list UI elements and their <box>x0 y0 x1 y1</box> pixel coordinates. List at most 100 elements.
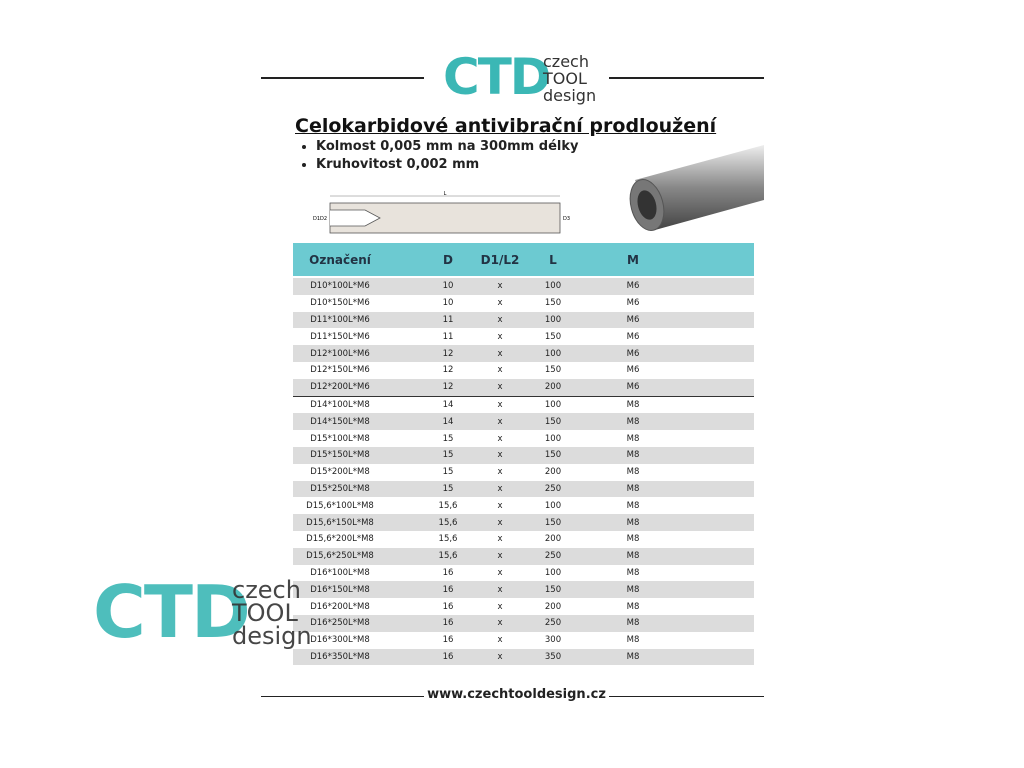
table-cell: x <box>497 382 503 393</box>
table-row: D11*100L*M6 11 x 100 M6 <box>293 311 754 329</box>
table-row: D16*150L*M8 16 x 150 M8 <box>293 581 754 599</box>
table-cell: 15,6 <box>438 500 458 511</box>
table-cell: x <box>497 298 503 309</box>
table-row: D14*100L*M8 14 x 100 M8 <box>293 395 754 414</box>
table-cell: x <box>497 314 503 325</box>
table-cell: 12 <box>442 348 454 359</box>
table-cell: D11*100L*M6 <box>310 314 370 325</box>
watermark-mark: CTD <box>93 570 251 654</box>
table-cell: M8 <box>626 567 640 578</box>
table-cell: x <box>497 618 503 629</box>
table-cell: M8 <box>626 534 640 545</box>
table-cell: 200 <box>544 382 562 393</box>
technical-drawing: L D1 D2 D3 <box>313 191 570 234</box>
table-row: D12*200L*M6 12 x 200 M6 <box>293 378 754 396</box>
table-row: D12*100L*M6 12 x 100 M6 <box>293 345 754 362</box>
table-cell: 16 <box>442 601 454 612</box>
bullet: Kruhovitost 0,002 mm <box>316 156 578 174</box>
table-cell: 11 <box>442 314 454 325</box>
table-cell: D15*200L*M8 <box>310 467 370 478</box>
table-cell: x <box>497 584 503 595</box>
table-cell: x <box>497 365 503 376</box>
table-cell: 100 <box>544 281 562 292</box>
table-cell: x <box>497 483 503 494</box>
table-row: D16*200L*M8 16 x 200 M8 <box>293 598 754 615</box>
table-cell: 150 <box>544 365 562 376</box>
table-cell: D14*150L*M8 <box>310 416 370 427</box>
table-row: D16*300L*M8 16 x 300 M8 <box>293 632 754 649</box>
table-cell: x <box>497 635 503 646</box>
table-cell: x <box>497 433 503 444</box>
watermark-text: czech <box>232 576 301 604</box>
table-cell: x <box>497 601 503 612</box>
table-cell: M8 <box>626 467 640 478</box>
table-cell: 15 <box>442 450 454 461</box>
table-row: D15*150L*M8 15 x 150 M8 <box>293 446 754 464</box>
footer-url: www.czechtooldesign.cz <box>427 687 606 702</box>
rule <box>609 696 764 697</box>
table-cell: 14 <box>442 399 454 410</box>
table-cell: D15*250L*M8 <box>310 483 370 494</box>
table-cell: 100 <box>544 348 562 359</box>
table: Označení D D1/L2 L M D10*100L*M6 10 x 100 M6 D10*1… <box>293 243 754 666</box>
table-cell: 16 <box>442 584 454 595</box>
table-cell: D12*100L*M6 <box>310 348 370 359</box>
table-cell: x <box>497 416 503 427</box>
table-cell: 150 <box>544 331 562 342</box>
table-cell: M8 <box>626 601 640 612</box>
table-cell: M6 <box>626 348 640 359</box>
table-cell: D11*150L*M6 <box>310 331 370 342</box>
table-cell: x <box>497 467 503 478</box>
watermark-text: TOOL <box>232 599 298 627</box>
table-cell: D16*250L*M8 <box>310 618 370 629</box>
table-cell: x <box>497 567 503 578</box>
table-cell: D15*150L*M8 <box>310 450 370 461</box>
table-cell: M8 <box>626 500 640 511</box>
table-cell: M8 <box>626 517 640 528</box>
table-cell: 12 <box>442 382 454 393</box>
table-cell: 100 <box>544 433 562 444</box>
rule <box>609 77 764 79</box>
table-cell: 16 <box>442 635 454 646</box>
table-cell: 200 <box>544 467 562 478</box>
table-cell: 100 <box>544 500 562 511</box>
table-cell: x <box>497 399 503 410</box>
table-cell: D16*200L*M8 <box>310 601 370 612</box>
table-cell: 200 <box>544 601 562 612</box>
table-cell: M8 <box>626 584 640 595</box>
table-cell: x <box>497 500 503 511</box>
table-cell: D12*150L*M6 <box>310 365 370 376</box>
table-cell: 350 <box>544 651 562 662</box>
table-cell: 300 <box>544 635 562 646</box>
logo-mark: CTD <box>443 48 551 106</box>
table-cell: 10 <box>442 281 454 292</box>
table-row: D15*100L*M8 15 x 100 M8 <box>293 430 754 447</box>
table-cell: 150 <box>544 416 562 427</box>
logo-text: design <box>543 86 597 105</box>
table-cell: D16*350L*M8 <box>310 651 370 662</box>
title: Celokarbidové antivibrační prodloužení <box>295 115 717 137</box>
table-row: D16*250L*M8 16 x 250 M8 <box>293 614 754 632</box>
table-cell: x <box>497 534 503 545</box>
logo-text: czech <box>543 52 589 71</box>
table-cell: 15 <box>442 483 454 494</box>
drawing-label: D3 <box>563 216 570 222</box>
product-image <box>629 145 764 231</box>
table-cell: M8 <box>626 450 640 461</box>
table-cell: x <box>497 281 503 292</box>
table-cell: M6 <box>626 331 640 342</box>
table-cell: M8 <box>626 416 640 427</box>
table-row: D12*150L*M6 12 x 150 M6 <box>293 362 754 379</box>
table-cell: D15,6*250L*M8 <box>306 551 374 562</box>
table-cell: 100 <box>544 314 562 325</box>
table-row: D15,6*250L*M8 15,6 x 250 M8 <box>293 547 754 565</box>
table-cell: 12 <box>442 365 454 376</box>
table-cell: M8 <box>626 551 640 562</box>
table-cell: D16*300L*M8 <box>310 635 370 646</box>
table-cell: x <box>497 551 503 562</box>
table-cell: D15,6*150L*M8 <box>306 517 374 528</box>
table-row: D14*150L*M8 14 x 150 M8 <box>293 413 754 431</box>
table-cell: 100 <box>544 399 562 410</box>
table-cell: 250 <box>544 483 562 494</box>
table-cell: M8 <box>626 483 640 494</box>
